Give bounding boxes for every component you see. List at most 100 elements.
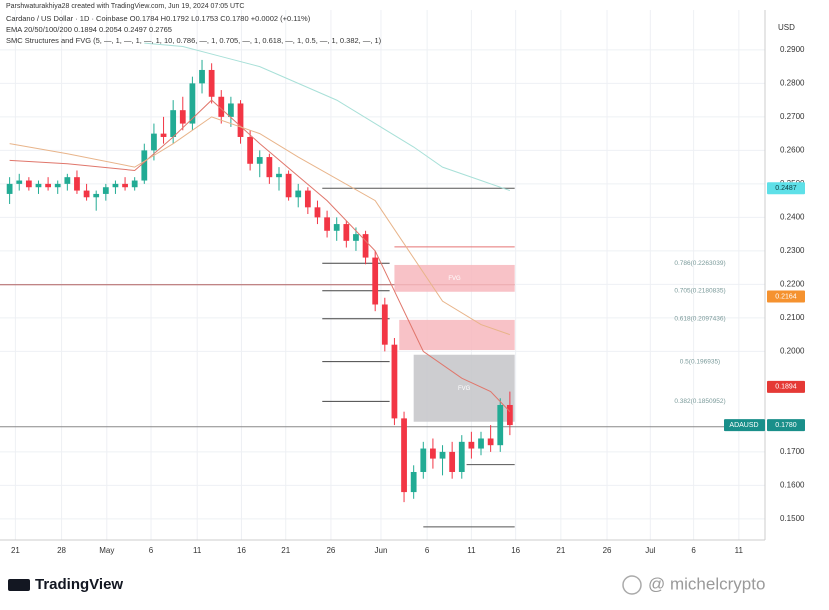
x-tick-label: 11: [467, 546, 476, 555]
y-tick-label: 0.1600: [780, 481, 805, 490]
y-tick-label: 0.2800: [780, 78, 805, 87]
ema-line: [144, 42, 511, 192]
candle-body: [16, 180, 23, 184]
x-tick-label: May: [99, 546, 114, 555]
logo-icon: [8, 579, 30, 591]
candle-body: [93, 193, 100, 198]
fib-label: 0.786(0.2263039): [674, 260, 725, 267]
price-badge: [767, 380, 805, 393]
price-badge-label: 0.2487: [775, 185, 797, 192]
candle-body: [420, 448, 427, 472]
ema-line: [9, 116, 511, 336]
candle-body: [6, 183, 13, 194]
price-badge: [767, 419, 805, 432]
candle-body: [74, 177, 80, 191]
symbol-badge: [724, 419, 765, 432]
fib-label: 0.382(0.1850952): [674, 398, 725, 405]
candle-body: [439, 451, 446, 459]
footer: [0, 565, 829, 610]
candle-body: [45, 183, 51, 188]
candle-body: [401, 418, 407, 493]
candle-body: [487, 438, 494, 446]
x-tick-label: Jun: [375, 546, 388, 555]
symbol-badge-label: ADAUSD: [729, 422, 758, 429]
watermark: @ michelcrypto: [648, 574, 765, 593]
candle-body: [276, 173, 282, 178]
fvg-box: [399, 319, 515, 351]
currency-label: USD: [778, 23, 795, 32]
candle-body: [170, 110, 177, 137]
fvg-box: [394, 264, 515, 292]
candle-body: [478, 438, 484, 449]
fvg-label: FVG: [448, 276, 461, 282]
y-tick-label: 0.2200: [780, 279, 805, 288]
candle-body: [122, 183, 128, 188]
logo: TradingView: [35, 576, 123, 593]
candle-body: [497, 404, 504, 446]
y-tick-label: 0.2100: [780, 313, 805, 322]
candle-body: [314, 207, 321, 218]
candle-body: [112, 183, 119, 188]
candle-body: [353, 234, 359, 241]
candle-body: [343, 224, 350, 241]
price-badge-label: 0.1780: [775, 422, 797, 429]
candle-body: [285, 173, 292, 198]
candle-body: [102, 187, 109, 194]
candle-body: [449, 451, 456, 472]
byline: Parshwaturakhiya28 created with TradingV…: [6, 3, 244, 10]
candle-body: [295, 190, 302, 198]
y-tick-label: 0.2000: [780, 346, 805, 355]
candle-body: [247, 136, 254, 164]
y-tick-label: 0.2300: [780, 246, 805, 255]
x-tick-label: 26: [603, 546, 612, 555]
x-tick-label: 26: [326, 546, 335, 555]
fib-label: 0.618(0.2097436): [674, 315, 725, 322]
ema-line: [9, 99, 511, 413]
indicator-line: EMA 20/50/100/200 0.1894 0.2054 0.2497 0…: [6, 25, 172, 34]
fvg-label: FVG: [458, 386, 471, 392]
price-badge-label: 0.1894: [775, 384, 797, 391]
fib-label: 0.5(0.196935): [680, 358, 720, 365]
candle-body: [189, 83, 196, 124]
x-tick-label: 11: [193, 546, 202, 555]
plot-area: FVG FVG 0.786(0.2263039) 0.705(0.2180835) 0.…: [0, 42, 760, 528]
x-tick-label: 28: [57, 546, 66, 555]
candle-body: [83, 190, 90, 198]
x-tick-label: 21: [556, 546, 565, 555]
candle-body: [208, 69, 215, 97]
candle-body: [468, 441, 475, 449]
fib-label: 0.705(0.2180835): [674, 288, 725, 295]
x-tick-label: 16: [511, 546, 520, 555]
x-tick-label: 21: [281, 546, 290, 555]
candle-body: [35, 183, 42, 188]
price-badge: [767, 290, 805, 303]
candle-body: [228, 103, 234, 117]
candle-body: [160, 133, 167, 137]
y-tick-label: 0.1700: [780, 447, 805, 456]
candle-body: [506, 404, 513, 426]
x-tick-label: 6: [691, 546, 696, 555]
x-tick-label: 21: [11, 546, 20, 555]
candle-body: [54, 183, 61, 188]
candle-body: [391, 344, 398, 419]
x-tick-label: 11: [735, 546, 744, 555]
axes: 0.29000.28000.27000.26000.25000.24000.23…: [0, 10, 805, 555]
candle-body: [141, 150, 148, 181]
candle-body: [131, 180, 138, 188]
candle-body: [381, 304, 388, 345]
candle-body: [151, 133, 157, 151]
x-tick-label: Jul: [645, 546, 655, 555]
candle-body: [458, 441, 465, 472]
y-tick-label: 0.2700: [780, 112, 805, 121]
candle-body: [430, 448, 436, 459]
candle-body: [64, 177, 71, 184]
candle-body: [218, 96, 225, 117]
watermark-icon: [622, 575, 642, 595]
candle-body: [237, 103, 244, 137]
candle-body: [304, 190, 311, 208]
chart-title: Cardano / US Dollar · 1D · Coinbase O0.1…: [6, 14, 311, 23]
y-tick-label: 0.2900: [780, 45, 805, 54]
candle-body: [256, 157, 263, 164]
